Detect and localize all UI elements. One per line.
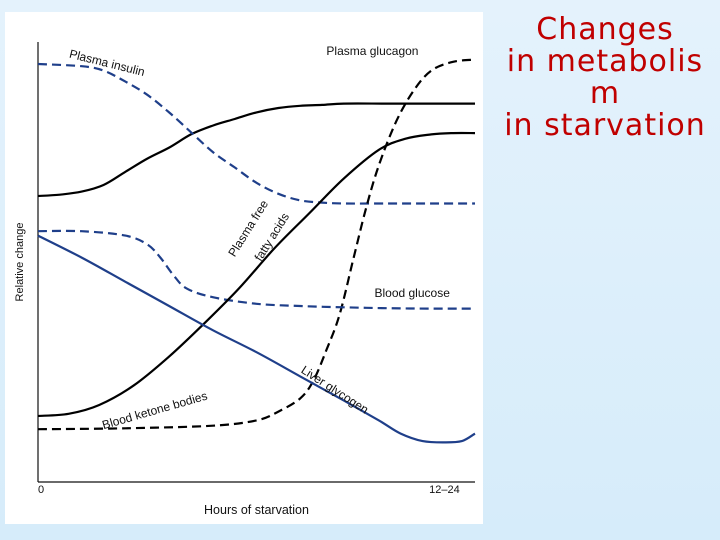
series-line-blood-ketone-bodies bbox=[37, 131, 476, 418]
x-tick-label: 0 bbox=[38, 484, 44, 496]
axes: 0 12–24 Hours of starvation Relative change bbox=[14, 42, 475, 517]
curve-label: Liver glycogen bbox=[299, 363, 372, 417]
x-axis-label: Hours of starvation bbox=[204, 503, 309, 517]
series-line-blood-glucose bbox=[37, 229, 476, 310]
title-line-4: in starvation bbox=[504, 108, 706, 143]
title-line-2: in metabolis bbox=[506, 44, 704, 79]
series-lines bbox=[37, 58, 476, 444]
series-line-plasma-glucagon bbox=[37, 102, 475, 198]
slide-title: Changes in metabolis m in starvation bbox=[490, 14, 720, 142]
figure-panel: 0 12–24 Hours of starvation Relative change… bbox=[5, 12, 483, 524]
series-line-liver-glycogen bbox=[37, 234, 476, 444]
curve-label: Plasma insulin bbox=[68, 47, 146, 79]
curve-label: Blood glucose bbox=[374, 286, 450, 300]
series-line-plasma-free-fatty-acids bbox=[37, 58, 476, 431]
x-tick-label: 12–24 bbox=[429, 484, 460, 496]
title-line-3: m bbox=[589, 76, 621, 111]
title-line-1: Changes bbox=[536, 12, 674, 47]
curve-label: Plasma glucagon bbox=[326, 44, 418, 58]
series-line-plasma-insulin bbox=[37, 62, 475, 205]
y-axis-label: Relative change bbox=[14, 223, 26, 302]
starvation-metabolism-chart: 0 12–24 Hours of starvation Relative change… bbox=[14, 42, 476, 517]
